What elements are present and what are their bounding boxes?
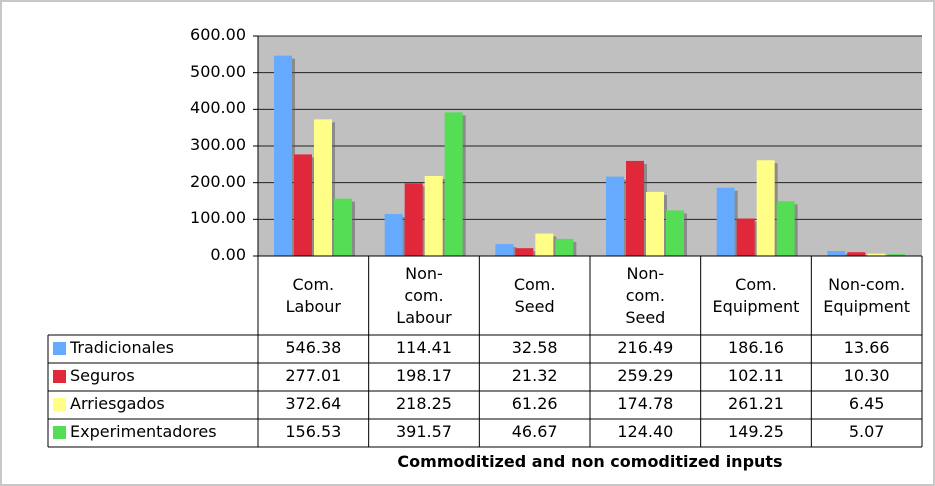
category-text: Com. Labour [285, 274, 342, 316]
table-value: 391.57 [395, 422, 452, 441]
bar [867, 253, 886, 256]
category-label: Com. Equipment [701, 256, 812, 335]
table-value: 5.07 [848, 422, 885, 441]
table-value: 46.67 [511, 422, 558, 441]
category-label: Non-com. Labour [369, 256, 480, 335]
bar [404, 183, 423, 256]
bar [274, 55, 292, 256]
bar [515, 248, 534, 256]
y-tick-label: 100.00 [190, 208, 246, 228]
table-value: 259.29 [617, 366, 674, 385]
table-value: 102.11 [727, 366, 784, 385]
table-value: 198.17 [395, 366, 452, 385]
table-value: 21.32 [511, 366, 558, 385]
table-value: 186.16 [727, 338, 784, 357]
bar [646, 191, 664, 256]
legend-swatch [53, 370, 66, 383]
bar [666, 210, 684, 256]
bar [294, 154, 312, 256]
bar [626, 160, 644, 256]
legend-swatch [53, 398, 66, 411]
bar [444, 112, 463, 256]
category-text: Non-com. Equipment [823, 274, 911, 316]
table-value: 149.25 [727, 422, 784, 441]
category-text: Com. Seed [513, 274, 556, 316]
bar [847, 252, 866, 256]
bar [495, 244, 514, 256]
bar [555, 238, 574, 256]
legend-label: Arriesgados [70, 394, 165, 413]
legend-label: Seguros [70, 366, 135, 385]
table-value: 6.45 [848, 394, 885, 413]
table-value: 218.25 [395, 394, 452, 413]
legend-swatch [53, 342, 66, 355]
category-text: Non-com. Labour [396, 263, 452, 327]
bar [424, 175, 443, 256]
bar [384, 214, 403, 256]
x-axis-title: Commoditized and non comoditized inputs [397, 452, 783, 471]
y-tick-label: 600.00 [190, 25, 246, 44]
table-value: 546.38 [285, 338, 342, 357]
table-value: 174.78 [617, 394, 674, 413]
category-text: Com. Equipment [712, 274, 800, 316]
category-label: Non-com. Equipment [811, 256, 922, 335]
bar [827, 250, 846, 256]
table-value: 32.58 [511, 338, 558, 357]
table-value: 156.53 [285, 422, 342, 441]
bar [716, 187, 735, 256]
bar [535, 233, 554, 256]
bar [736, 218, 755, 256]
bar [887, 254, 906, 256]
table-value: 261.21 [727, 394, 784, 413]
y-tick-label: 0.00 [210, 245, 246, 264]
category-label: Com. Labour [258, 256, 369, 335]
legend-swatch [53, 426, 66, 439]
y-tick-label: 400.00 [190, 98, 246, 118]
y-tick-label: 200.00 [190, 171, 246, 191]
legend-label: Tradicionales [70, 338, 175, 357]
table-value: 372.64 [285, 394, 342, 413]
table-value: 277.01 [285, 366, 342, 385]
bar [314, 119, 332, 257]
category-text: Non-com. Seed [625, 263, 666, 327]
y-tick-label: 500.00 [190, 61, 246, 81]
bar [756, 160, 775, 256]
table-value: 10.30 [843, 366, 890, 385]
bar [776, 201, 795, 256]
table-value: 13.66 [843, 338, 890, 357]
table-value: 61.26 [511, 394, 558, 413]
category-label: Com. Seed [479, 256, 590, 335]
table-value: 216.49 [617, 338, 674, 357]
legend-label: Experimentadores [70, 422, 217, 441]
y-tick-label: 300.00 [190, 135, 246, 154]
table-value: 114.41 [395, 338, 452, 357]
bar [334, 198, 352, 256]
table-value: 124.40 [617, 422, 674, 441]
category-label: Non-com. Seed [590, 256, 701, 335]
bar [606, 176, 624, 256]
